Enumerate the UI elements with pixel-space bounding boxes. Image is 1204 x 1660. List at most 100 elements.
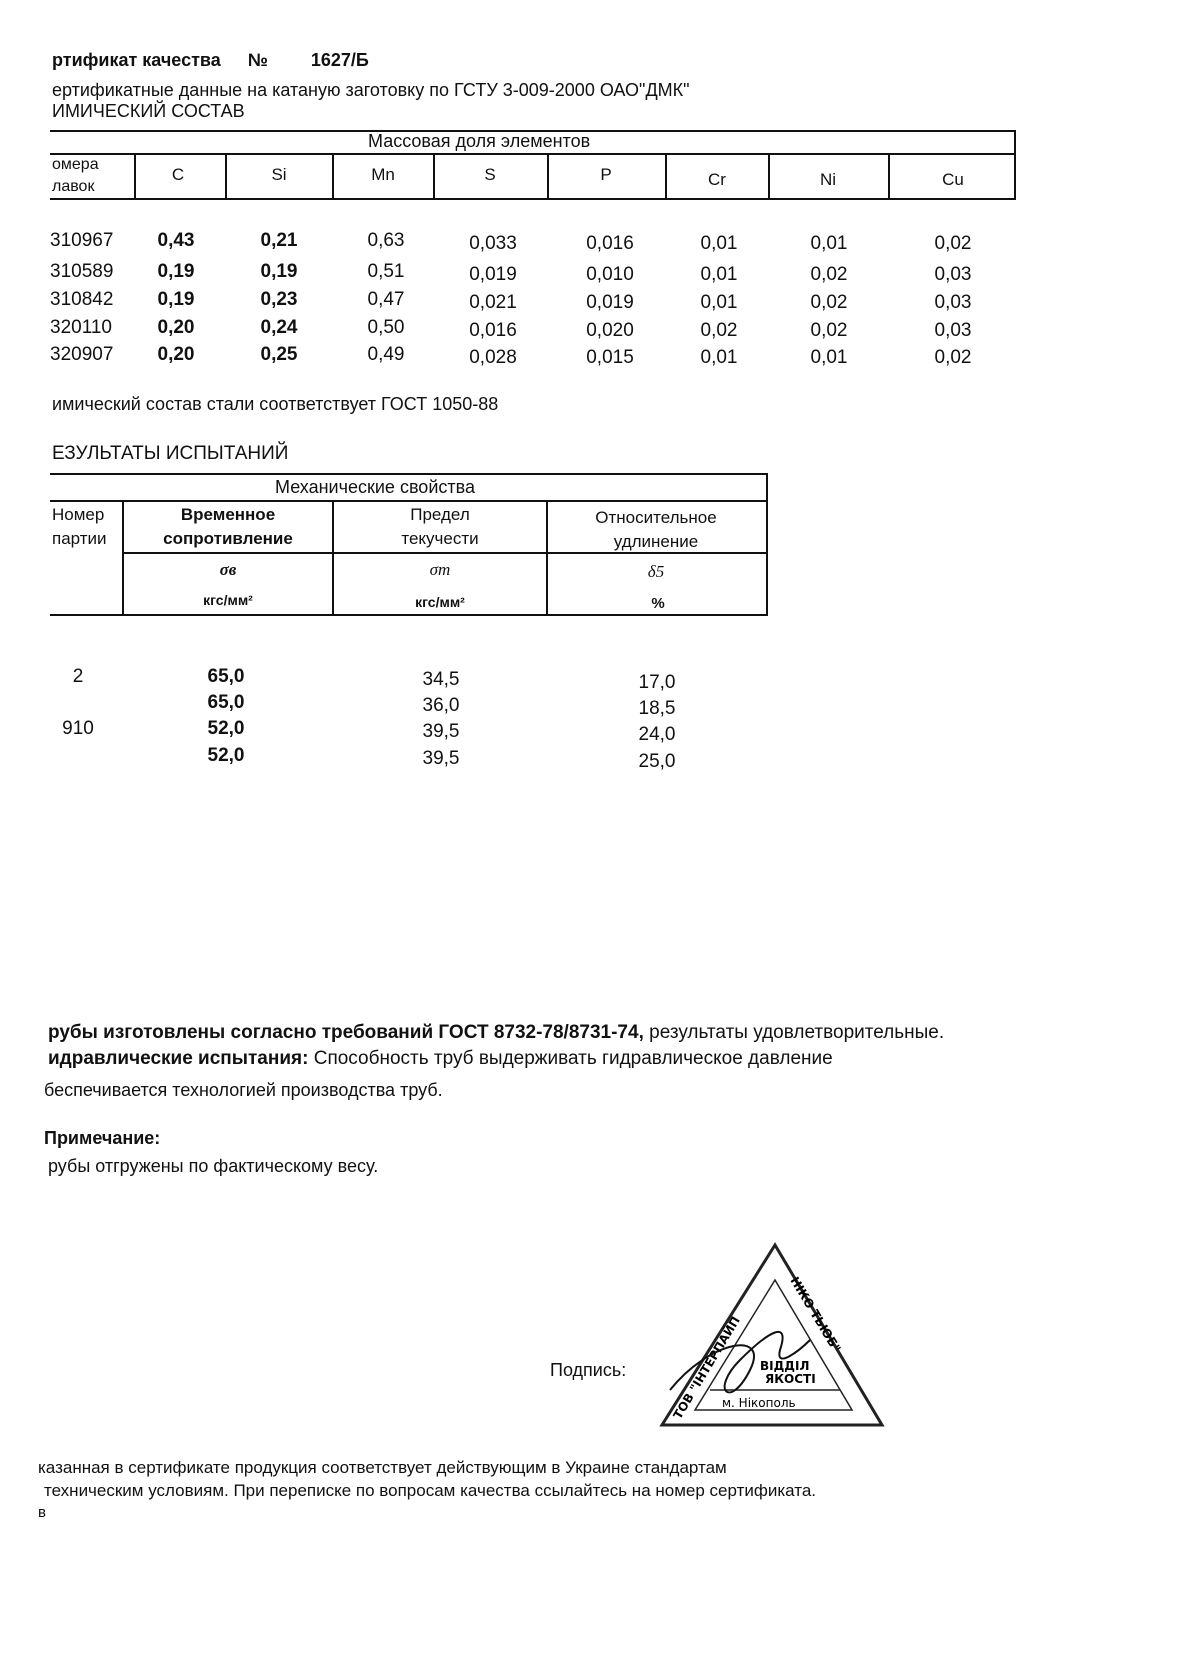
notes-line-1: рубы изготовлены согласно требований ГОС…	[48, 1022, 944, 1044]
notes-line-2-rest: Способность труб выдерживать гидравличес…	[308, 1048, 833, 1069]
heat-header-line: лавок	[52, 178, 95, 195]
chem-value-cr: 0,01	[700, 292, 738, 313]
mech-group-header: Механические свойства	[275, 477, 475, 497]
yield-value: 34,5	[422, 669, 460, 690]
chem-value-mn: 0,47	[367, 289, 405, 310]
mech-heading: ЕЗУЛЬТАТЫ ИСПЫТАНИЙ	[52, 443, 289, 464]
chem-value-cu: 0,03	[934, 292, 972, 313]
quality-stamp: ВІДДІЛ ЯКОСТІ м. Нікополь ТОВ "ІНТЕРПАЙП…	[650, 1240, 890, 1440]
chem-value-mn: 0,50	[367, 317, 405, 338]
chem-value-p: 0,019	[586, 292, 634, 313]
heat-number: 320110	[50, 317, 112, 338]
elongation-value: 18,5	[638, 698, 676, 719]
chem-value-cu: 0,02	[934, 347, 972, 368]
tensile-symbol: σв	[219, 560, 237, 579]
elongation-value: 25,0	[638, 751, 676, 772]
chem-value-c: 0,43	[157, 230, 195, 251]
footer-line-2: техническим условиям. При переписке по в…	[44, 1481, 817, 1500]
footer-line-1: казанная в сертификате продукция соответ…	[38, 1458, 727, 1477]
yield-value: 36,0	[422, 695, 460, 716]
certificate-title: ртификат качества № 1627/Б	[52, 50, 369, 71]
svg-text:ВІДДІЛ: ВІДДІЛ	[760, 1359, 809, 1373]
col-header-mn: Mn	[371, 165, 395, 184]
header-line: текучести	[401, 529, 479, 548]
chem-value-cr: 0,01	[700, 347, 738, 368]
col-header-ni: Ni	[819, 170, 837, 189]
party-number: 910	[62, 718, 94, 739]
chem-heading: ИМИЧЕСКИЙ СОСТАВ	[52, 101, 245, 121]
tensile-value: 65,0	[207, 692, 245, 713]
col-header-si: Si	[271, 165, 287, 184]
party-header: Номер партии	[52, 503, 107, 551]
chem-value-ni: 0,02	[810, 320, 848, 341]
party-header-line: партии	[52, 529, 107, 548]
chem-value-si: 0,24	[260, 317, 298, 338]
yield-value: 39,5	[422, 748, 460, 769]
elongation-value: 17,0	[638, 672, 676, 693]
chem-value-ni: 0,01	[810, 347, 848, 368]
heat-number: 320907	[50, 344, 114, 365]
chem-value-s: 0,028	[469, 347, 517, 368]
chem-value-c: 0,19	[157, 261, 195, 282]
chem-conformity: имический состав стали соответствует ГОС…	[52, 394, 499, 414]
chem-value-p: 0,015	[586, 347, 634, 368]
signature-label: Подпись:	[550, 1360, 627, 1380]
chem-value-si: 0,25	[260, 344, 298, 365]
chem-value-ni: 0,02	[810, 264, 848, 285]
notes-line-3: беспечивается технологией производства т…	[44, 1080, 443, 1100]
chem-value-ni: 0,01	[810, 233, 848, 254]
yield-unit: кгс/мм²	[415, 594, 465, 610]
notes-line-2-bold: идравлические испытания:	[48, 1048, 309, 1069]
number-sign: №	[247, 50, 268, 70]
header-line: сопротивление	[163, 529, 293, 548]
remark-heading: Примечание:	[44, 1128, 161, 1148]
certificate-title-label: ртификат качества	[52, 50, 221, 70]
heat-header: омера лавок	[52, 154, 99, 198]
tensile-value: 65,0	[207, 666, 245, 687]
tensile-unit: кгс/мм²	[203, 592, 253, 608]
chem-value-mn: 0,51	[367, 261, 405, 282]
yield-value: 39,5	[422, 721, 460, 742]
stamp-triangle-icon: ВІДДІЛ ЯКОСТІ м. Нікополь ТОВ "ІНТЕРПАЙП…	[659, 1242, 885, 1427]
chem-value-s: 0,033	[469, 233, 517, 254]
chem-value-mn: 0,49	[367, 344, 405, 365]
chem-group-header: Массовая доля элементов	[368, 131, 591, 151]
tensile-value: 52,0	[207, 745, 245, 766]
tensile-value: 52,0	[207, 718, 245, 739]
chem-value-cu: 0,02	[934, 233, 972, 254]
notes-line-1-rest: результаты удовлетворительные.	[643, 1022, 945, 1043]
certificate-subtitle: ертификатные данные на катаную заготовку…	[52, 80, 690, 100]
certificate-number: 1627/Б	[310, 50, 369, 70]
chem-value-cr: 0,01	[700, 233, 738, 254]
chem-value-cr: 0,02	[700, 320, 738, 341]
footer-line-3: в	[38, 1504, 46, 1521]
chem-value-c: 0,19	[157, 289, 195, 310]
chem-value-s: 0,016	[469, 320, 517, 341]
svg-text:ЯКОСТІ: ЯКОСТІ	[765, 1372, 816, 1386]
chem-value-p: 0,020	[586, 320, 634, 341]
svg-text:м. Нікополь: м. Нікополь	[722, 1396, 796, 1410]
chem-value-ni: 0,02	[810, 292, 848, 313]
chem-value-p: 0,016	[586, 233, 634, 254]
tensile-header: Временное сопротивление	[163, 503, 293, 551]
col-header-cr: Cr	[708, 170, 726, 189]
header-line: Временное	[180, 505, 276, 524]
heat-number: 310967	[50, 230, 114, 251]
elongation-unit: %	[651, 595, 665, 612]
col-header-c: C	[171, 165, 185, 184]
party-number: 2	[72, 666, 84, 687]
chem-value-c: 0,20	[157, 344, 195, 365]
yield-symbol: σт	[429, 560, 451, 579]
chem-value-s: 0,021	[469, 292, 517, 313]
chem-value-cr: 0,01	[700, 264, 738, 285]
elongation-symbol: δ5	[647, 562, 665, 581]
chem-value-si: 0,21	[260, 230, 298, 251]
chem-value-p: 0,010	[586, 264, 634, 285]
elongation-header: Относительное удлинение	[595, 506, 716, 554]
elongation-value: 24,0	[638, 724, 676, 745]
chem-value-c: 0,20	[157, 317, 195, 338]
header-line: удлинение	[613, 532, 699, 551]
header-line: Предел	[410, 505, 470, 524]
chem-value-s: 0,019	[469, 264, 517, 285]
heat-number: 310589	[50, 261, 114, 282]
